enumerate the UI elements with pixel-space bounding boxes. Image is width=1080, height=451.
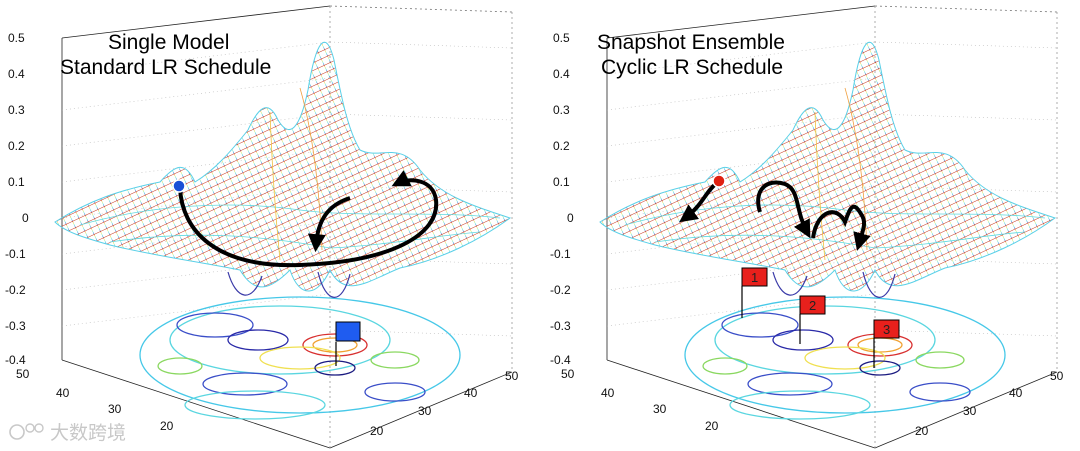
flag-right-1-label: 1 xyxy=(751,270,758,285)
title-right-line2: Cyclic LR Schedule xyxy=(601,56,783,79)
contour-plot-left xyxy=(139,296,461,420)
trajectory-right xyxy=(679,174,871,251)
x-tick: 20 xyxy=(705,419,719,433)
x-tick: 40 xyxy=(56,386,70,400)
surface-right xyxy=(599,41,1057,298)
z-tick: 0.2 xyxy=(553,139,570,153)
watermark: 大数跨境 xyxy=(9,422,126,444)
flag-right-1: 1 xyxy=(741,267,768,318)
z-tick: -0.3 xyxy=(5,319,26,333)
flag-right-2-label: 2 xyxy=(809,298,816,313)
flag-left-banner xyxy=(335,321,361,342)
xy-axis-ticks-right: 50 40 30 20 20 30 40 50 xyxy=(561,367,1064,438)
y-tick: 20 xyxy=(370,424,384,438)
y-tick: 40 xyxy=(464,386,478,400)
z-tick: 0.5 xyxy=(8,31,25,45)
z-tick: 0.1 xyxy=(8,175,25,189)
z-tick: 0.3 xyxy=(8,103,25,117)
z-tick: 0.5 xyxy=(553,31,570,45)
z-tick: 0.4 xyxy=(553,67,570,81)
x-tick: 30 xyxy=(653,402,667,416)
z-tick: 0.3 xyxy=(553,103,570,117)
flag-right-3-banner xyxy=(873,319,900,339)
z-tick: -0.4 xyxy=(5,353,26,367)
z-tick: -0.3 xyxy=(550,319,571,333)
z-axis-ticks-left: 0.5 0.4 0.3 0.2 0.1 0 -0.1 -0.2 -0.3 -0.… xyxy=(5,31,29,367)
y-tick: 40 xyxy=(1009,386,1023,400)
x-tick: 50 xyxy=(561,367,575,381)
flag-right-2: 2 xyxy=(799,295,826,344)
flag-right-2-banner xyxy=(799,295,826,315)
watermark-logo-icon xyxy=(9,424,25,440)
z-tick: 0.4 xyxy=(8,67,25,81)
start-point-right xyxy=(712,174,726,188)
z-tick: 0.2 xyxy=(8,139,25,153)
title-left-line2: Standard LR Schedule xyxy=(60,56,271,79)
z-axis-ticks-right: 0.5 0.4 0.3 0.2 0.1 0 -0.1 -0.2 -0.3 -0.… xyxy=(550,31,574,367)
flag-left xyxy=(335,321,361,366)
panel-left: 0.5 0.4 0.3 0.2 0.1 0 -0.1 -0.2 -0.3 -0.… xyxy=(5,5,519,449)
watermark-text: 大数跨境 xyxy=(50,422,126,444)
flag-right-3: 3 xyxy=(873,319,900,368)
z-tick: -0.4 xyxy=(550,353,571,367)
x-tick: 40 xyxy=(601,386,615,400)
surface-left xyxy=(54,41,512,298)
z-tick: -0.1 xyxy=(550,247,571,261)
start-point-left xyxy=(172,179,186,193)
x-tick: 20 xyxy=(160,419,174,433)
contour-plot-right xyxy=(684,296,1006,420)
z-tick: 0.1 xyxy=(553,175,570,189)
z-tick: 0 xyxy=(22,211,29,225)
flag-right-3-label: 3 xyxy=(883,322,890,337)
z-tick: -0.2 xyxy=(5,283,26,297)
panel-right: 0.5 0.4 0.3 0.2 0.1 0 -0.1 -0.2 -0.3 -0.… xyxy=(550,5,1064,449)
x-tick: 30 xyxy=(108,402,122,416)
flag-right-1-banner xyxy=(741,267,768,287)
z-tick: -0.1 xyxy=(5,247,26,261)
x-tick: 50 xyxy=(16,367,30,381)
y-tick: 20 xyxy=(915,424,929,438)
y-tick: 50 xyxy=(1050,369,1064,383)
y-tick: 50 xyxy=(505,369,519,383)
xy-axis-ticks-left: 50 40 30 20 20 30 40 50 xyxy=(16,367,519,438)
y-tick: 30 xyxy=(418,404,432,418)
title-right-line1: Snapshot Ensemble xyxy=(597,31,785,54)
title-left-line1: Single Model xyxy=(108,31,229,54)
z-tick: -0.2 xyxy=(550,283,571,297)
z-tick: 0 xyxy=(567,211,574,225)
trajectory-left xyxy=(172,170,439,268)
y-tick: 30 xyxy=(963,404,977,418)
